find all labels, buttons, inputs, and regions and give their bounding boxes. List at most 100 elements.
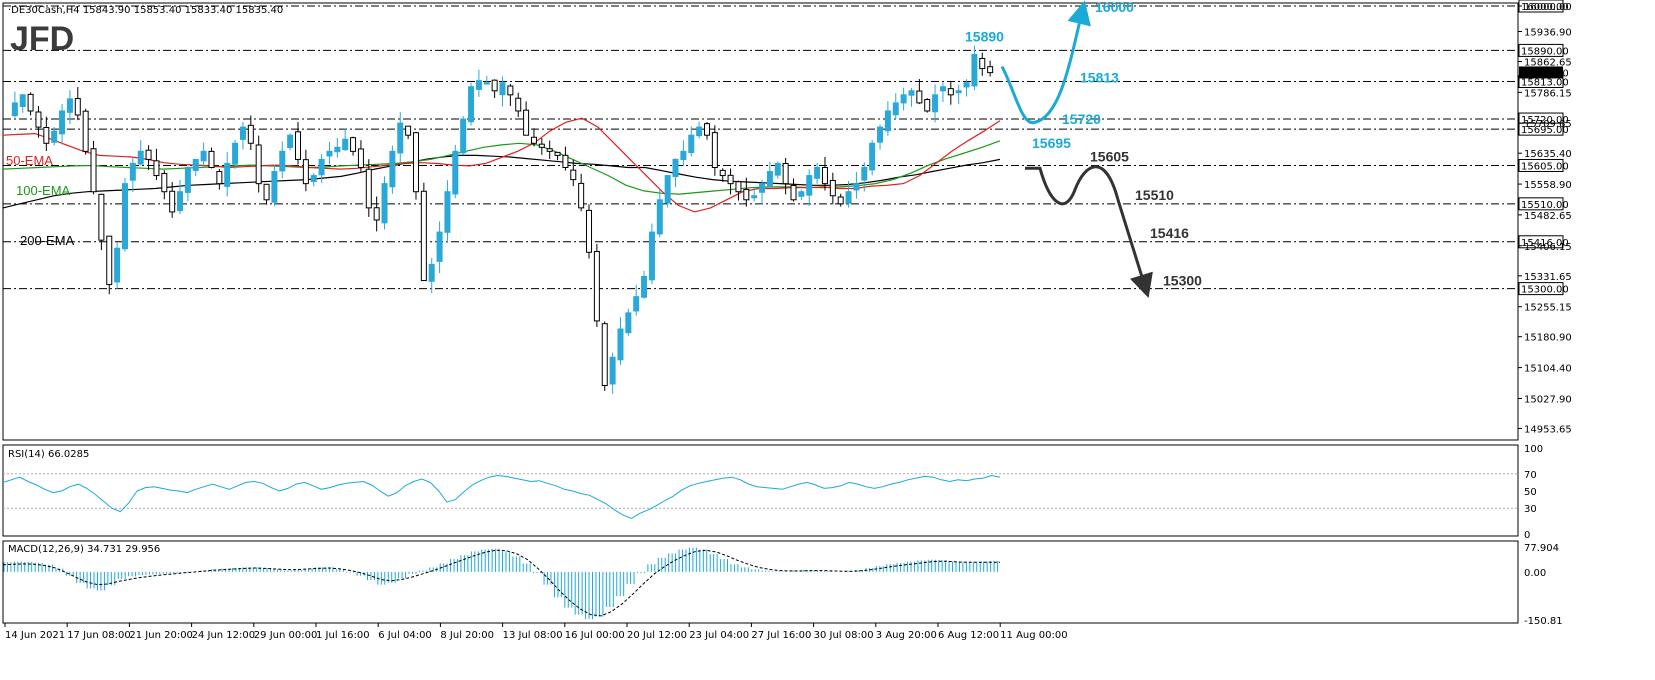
candle-up bbox=[51, 130, 58, 143]
time-tick-label: 20 Jul 12:00 bbox=[627, 630, 687, 641]
candle-down bbox=[27, 93, 34, 112]
candle-down bbox=[295, 131, 302, 160]
time-tick-label: 6 Jul 04:00 bbox=[378, 630, 432, 641]
candle-down bbox=[373, 207, 380, 221]
candle-down bbox=[554, 151, 561, 156]
time-tick-label: 3 Aug 20:00 bbox=[876, 630, 937, 641]
bull-level-annotation: 15813 bbox=[1080, 69, 1119, 85]
bull-level-annotation: 15695 bbox=[1032, 135, 1071, 151]
candle-up bbox=[66, 98, 73, 113]
ema200-label: 200-EMA bbox=[20, 233, 75, 248]
macd-title: MACD(12,26,9) 34.731 29.956 bbox=[8, 544, 160, 555]
support-resistance-levels: 16000.00 15890.00 15813.00 15720.0015695.00… bbox=[3, 0, 1569, 296]
projection-paths bbox=[1000, 0, 1153, 299]
price-tick-label: 15027.90 bbox=[1524, 394, 1572, 405]
price-tick-label: 15558.90 bbox=[1524, 180, 1572, 191]
rsi-tick-label: 100 bbox=[1524, 444, 1543, 455]
price-tick-label: 15104.40 bbox=[1524, 364, 1572, 375]
candle-down bbox=[987, 66, 994, 74]
candle-up bbox=[696, 126, 703, 137]
candle-up bbox=[334, 146, 341, 153]
level-box bbox=[1518, 235, 1564, 249]
level-label: 15813.00 bbox=[1521, 77, 1569, 88]
candle-up bbox=[908, 90, 915, 96]
candle-down bbox=[491, 79, 498, 92]
price-tick-label: 15482.65 bbox=[1524, 211, 1572, 222]
price-tick-label: 15635.40 bbox=[1524, 149, 1572, 160]
candle-down bbox=[727, 174, 734, 185]
candle-up bbox=[774, 162, 781, 176]
candle-down bbox=[546, 148, 553, 152]
candle-down bbox=[247, 124, 254, 144]
candle-down bbox=[782, 163, 789, 185]
bear-level-annotation: 15300 bbox=[1163, 273, 1202, 289]
candle-up bbox=[271, 171, 278, 203]
price-tick-label: 15709.65 bbox=[1524, 119, 1572, 130]
bear-level-annotation: 15510 bbox=[1135, 187, 1174, 203]
rsi-tick-label: 70 bbox=[1524, 470, 1537, 481]
candle-up bbox=[633, 296, 640, 312]
bear-level-annotation: 15416 bbox=[1150, 225, 1189, 241]
bull-projection bbox=[1000, 0, 1091, 124]
candle-up bbox=[397, 122, 404, 154]
candle-up bbox=[444, 191, 451, 233]
candle-down bbox=[420, 190, 427, 282]
candle-down bbox=[578, 182, 585, 209]
candle-down bbox=[350, 137, 357, 152]
candle-up bbox=[342, 138, 349, 151]
time-tick-label: 1 Jul 16:00 bbox=[316, 630, 370, 641]
price-tick-label: 14953.65 bbox=[1524, 424, 1572, 435]
level-box bbox=[1518, 197, 1564, 211]
candle-up bbox=[892, 102, 899, 116]
candle-down bbox=[153, 160, 160, 177]
candle-down bbox=[735, 181, 742, 193]
time-tick-label: 27 Jul 16:00 bbox=[751, 630, 811, 641]
level-label: 15605.00 bbox=[1521, 161, 1569, 172]
price-axis: 16000.00 15936.90 15862.65 15786.15 15709.65… bbox=[1518, 2, 1572, 435]
candle-down bbox=[979, 57, 986, 70]
candle-up bbox=[232, 142, 239, 165]
rsi-tick-label: 50 bbox=[1524, 487, 1537, 498]
candle-down bbox=[161, 172, 168, 193]
main-panel-frame bbox=[2, 2, 1519, 441]
macd-indicator: MACD(12,26,9) 34.731 29.956 77.904 0.00 -15… bbox=[2, 543, 1563, 627]
candle-down bbox=[74, 98, 81, 116]
ema100-line bbox=[2, 140, 1001, 195]
time-tick-label: 29 Jun 00:00 bbox=[254, 630, 318, 641]
candle-down bbox=[35, 111, 42, 128]
candle-up bbox=[751, 195, 758, 199]
rsi-indicator: RSI(14) 66.0285 100 70 50 30 0 bbox=[2, 444, 1543, 541]
candle-up bbox=[900, 94, 907, 104]
candle-up bbox=[884, 110, 891, 132]
candle-up bbox=[19, 94, 26, 107]
candle-up bbox=[877, 126, 884, 143]
candle-up bbox=[617, 328, 624, 361]
level-box bbox=[1518, 43, 1564, 57]
candle-up bbox=[239, 126, 246, 140]
candle-up bbox=[625, 312, 632, 334]
candle-up bbox=[798, 191, 805, 197]
candle-down bbox=[515, 97, 522, 112]
current-price-box bbox=[1519, 66, 1563, 79]
ema50-label: 50-EMA bbox=[6, 153, 53, 168]
time-tick-label: 13 Jul 08:00 bbox=[503, 630, 563, 641]
time-tick-label: 23 Jul 04:00 bbox=[689, 630, 749, 641]
candle-up bbox=[475, 80, 482, 90]
candle-up bbox=[688, 134, 695, 153]
level-label: 15695.00 bbox=[1521, 125, 1569, 136]
candle-down bbox=[82, 110, 89, 152]
macd-tick-label: 0.00 bbox=[1524, 568, 1546, 579]
price-tick-label: 15862.65 bbox=[1524, 57, 1572, 68]
price-tick-label: 16000.00 bbox=[1524, 2, 1572, 13]
macd-tick-label: 77.904 bbox=[1524, 543, 1559, 554]
candle-up bbox=[192, 158, 199, 171]
candle-down bbox=[703, 123, 710, 136]
candle-up bbox=[59, 110, 66, 135]
candle-up bbox=[428, 263, 435, 282]
price-tick-label: 15255.15 bbox=[1524, 303, 1572, 314]
bear-level-annotation: 15605 bbox=[1090, 148, 1129, 164]
candle-down bbox=[916, 90, 923, 104]
candle-down bbox=[821, 167, 828, 185]
